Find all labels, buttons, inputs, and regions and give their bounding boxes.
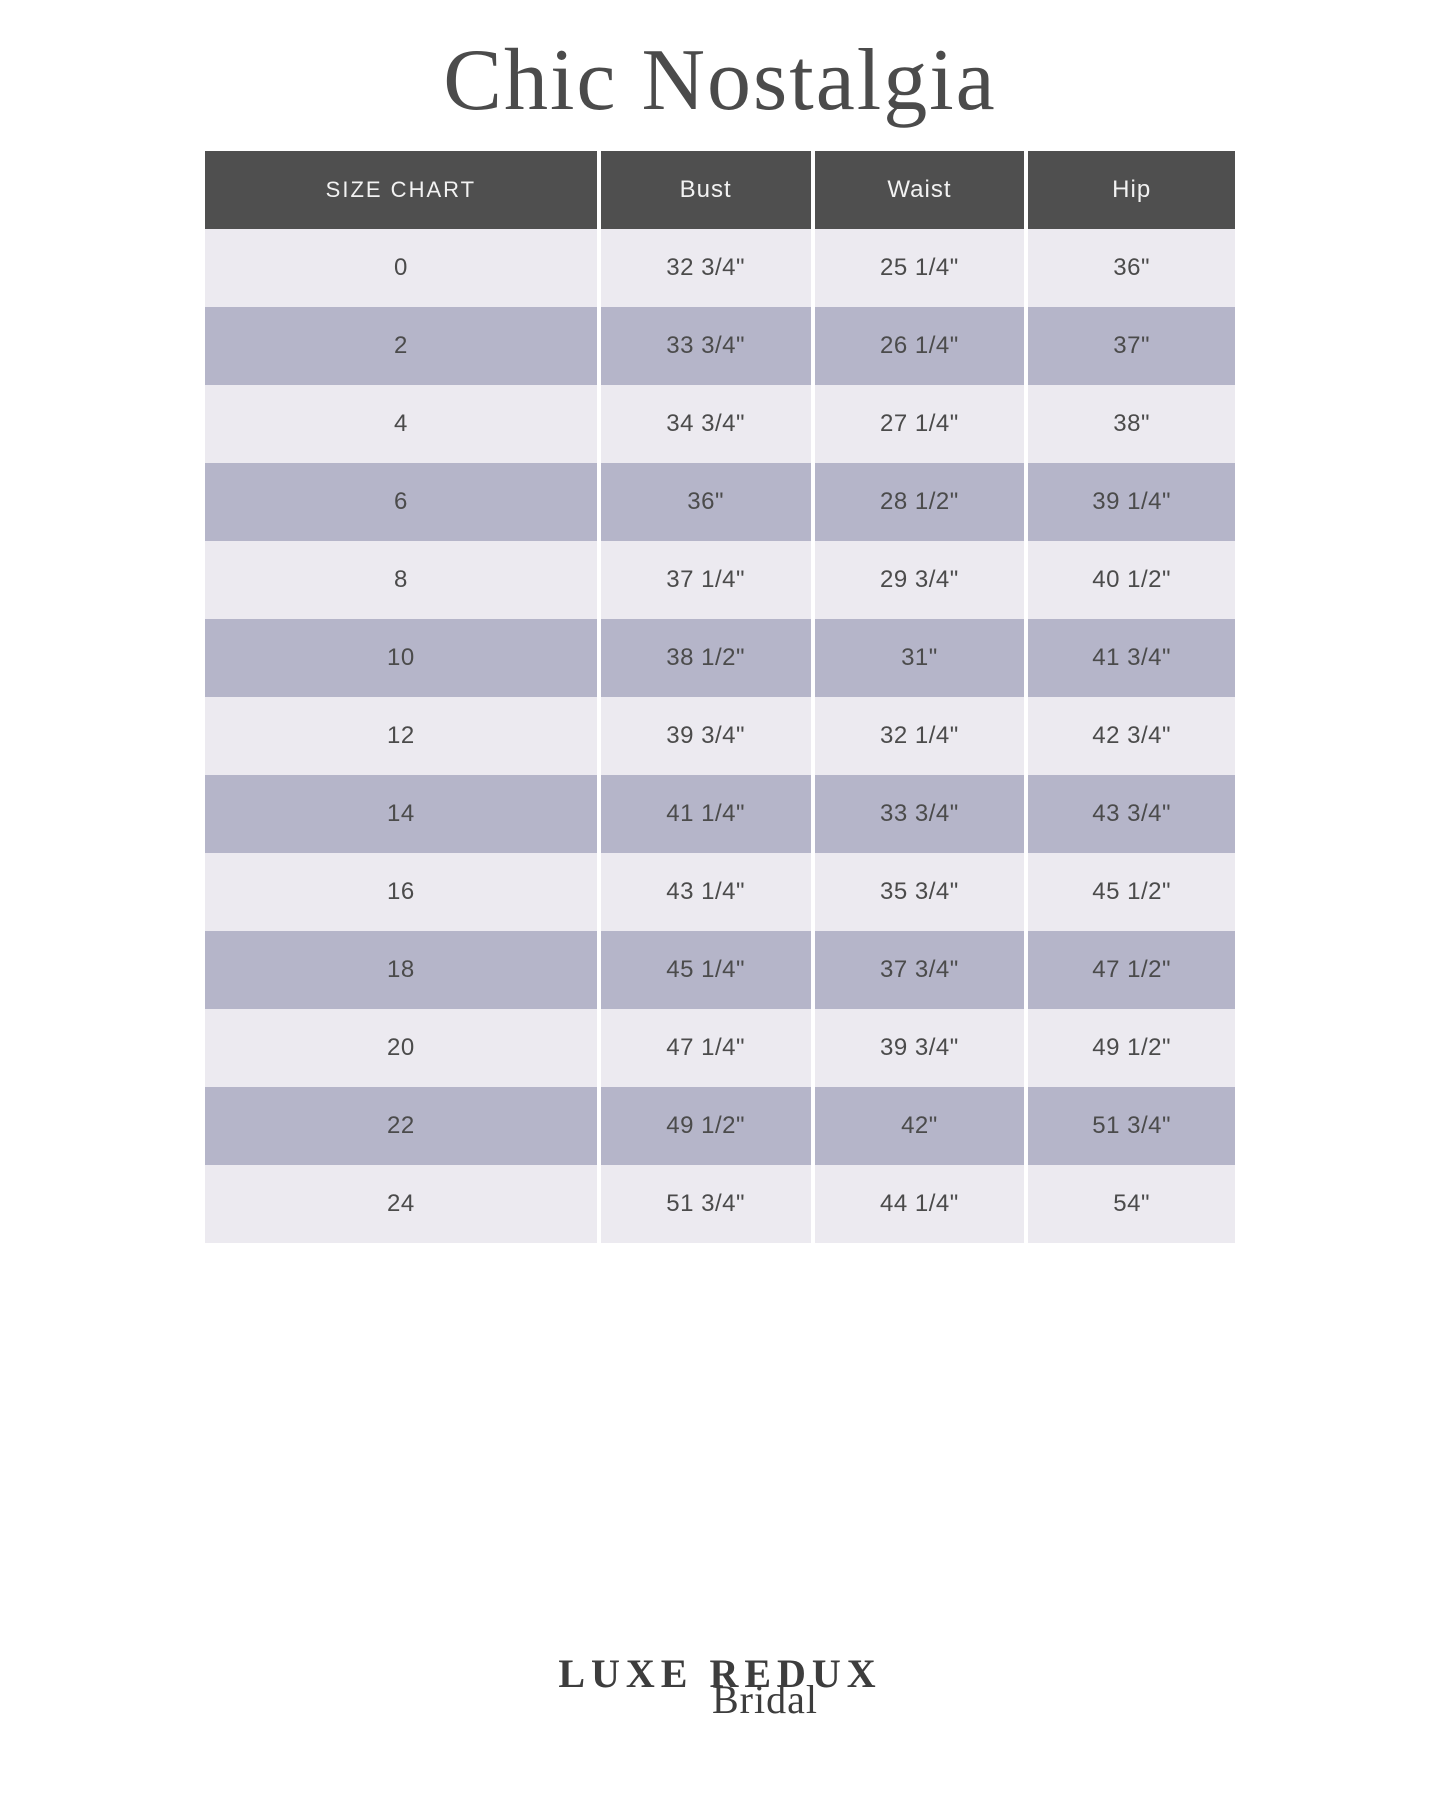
table-cell: 37" xyxy=(1026,307,1235,385)
table-body: 032 3/4"25 1/4"36"233 3/4"26 1/4"37"434 … xyxy=(205,229,1235,1243)
table-cell: 38" xyxy=(1026,385,1235,463)
table-cell: 12 xyxy=(205,697,599,775)
table-cell: 27 1/4" xyxy=(813,385,1027,463)
table-row: 1845 1/4"37 3/4"47 1/2" xyxy=(205,931,1235,1009)
table-cell: 44 1/4" xyxy=(813,1165,1027,1243)
table-row: 1643 1/4"35 3/4"45 1/2" xyxy=(205,853,1235,931)
table-cell: 26 1/4" xyxy=(813,307,1027,385)
table-row: 837 1/4"29 3/4"40 1/2" xyxy=(205,541,1235,619)
table-cell: 33 3/4" xyxy=(599,307,813,385)
table-cell: 47 1/2" xyxy=(1026,931,1235,1009)
table-cell: 37 1/4" xyxy=(599,541,813,619)
table-cell: 42" xyxy=(813,1087,1027,1165)
col-header-waist: Waist xyxy=(813,151,1027,229)
size-chart-table: SIZE CHART Bust Waist Hip 032 3/4"25 1/4… xyxy=(205,151,1235,1243)
table-cell: 36" xyxy=(1026,229,1235,307)
table-cell: 39 3/4" xyxy=(599,697,813,775)
brand-title: Chic Nostalgia xyxy=(443,30,996,131)
table-row: 233 3/4"26 1/4"37" xyxy=(205,307,1235,385)
col-header-hip: Hip xyxy=(1026,151,1235,229)
table-cell: 2 xyxy=(205,307,599,385)
table-cell: 35 3/4" xyxy=(813,853,1027,931)
table-cell: 32 1/4" xyxy=(813,697,1027,775)
table-cell: 49 1/2" xyxy=(1026,1009,1235,1087)
table-cell: 32 3/4" xyxy=(599,229,813,307)
table-cell: 47 1/4" xyxy=(599,1009,813,1087)
table-cell: 34 3/4" xyxy=(599,385,813,463)
table-cell: 4 xyxy=(205,385,599,463)
footer-logo: LUXE REDUX Bridal xyxy=(558,1654,881,1720)
table-cell: 45 1/4" xyxy=(599,931,813,1009)
table-cell: 29 3/4" xyxy=(813,541,1027,619)
table-cell: 6 xyxy=(205,463,599,541)
table-cell: 22 xyxy=(205,1087,599,1165)
table-cell: 38 1/2" xyxy=(599,619,813,697)
table-cell: 0 xyxy=(205,229,599,307)
table-cell: 51 3/4" xyxy=(599,1165,813,1243)
footer-logo-left: LUXE xyxy=(558,1651,693,1696)
table-cell: 39 1/4" xyxy=(1026,463,1235,541)
table-header: SIZE CHART Bust Waist Hip xyxy=(205,151,1235,229)
table-cell: 36" xyxy=(599,463,813,541)
table-cell: 37 3/4" xyxy=(813,931,1027,1009)
footer-logo-right: REDUX xyxy=(709,1651,881,1696)
table-row: 434 3/4"27 1/4"38" xyxy=(205,385,1235,463)
table-row: 2451 3/4"44 1/4"54" xyxy=(205,1165,1235,1243)
footer-logo-main: LUXE REDUX xyxy=(558,1654,881,1694)
table-cell: 20 xyxy=(205,1009,599,1087)
table-cell: 24 xyxy=(205,1165,599,1243)
table-cell: 39 3/4" xyxy=(813,1009,1027,1087)
table-cell: 31" xyxy=(813,619,1027,697)
table-cell: 18 xyxy=(205,931,599,1009)
table-cell: 25 1/4" xyxy=(813,229,1027,307)
table-row: 636"28 1/2"39 1/4" xyxy=(205,463,1235,541)
table-cell: 43 1/4" xyxy=(599,853,813,931)
table-cell: 8 xyxy=(205,541,599,619)
table-row: 1239 3/4"32 1/4"42 3/4" xyxy=(205,697,1235,775)
table-cell: 41 3/4" xyxy=(1026,619,1235,697)
col-header-size: SIZE CHART xyxy=(205,151,599,229)
table-row: 2249 1/2"42"51 3/4" xyxy=(205,1087,1235,1165)
page: Chic Nostalgia SIZE CHART Bust Waist Hip… xyxy=(0,0,1440,1243)
table-row: 032 3/4"25 1/4"36" xyxy=(205,229,1235,307)
table-cell: 54" xyxy=(1026,1165,1235,1243)
col-header-bust: Bust xyxy=(599,151,813,229)
table-cell: 42 3/4" xyxy=(1026,697,1235,775)
table-cell: 16 xyxy=(205,853,599,931)
table-cell: 41 1/4" xyxy=(599,775,813,853)
table-cell: 51 3/4" xyxy=(1026,1087,1235,1165)
table-row: 1038 1/2"31"41 3/4" xyxy=(205,619,1235,697)
table-cell: 14 xyxy=(205,775,599,853)
table-cell: 45 1/2" xyxy=(1026,853,1235,931)
table-cell: 49 1/2" xyxy=(599,1087,813,1165)
table-cell: 10 xyxy=(205,619,599,697)
table-cell: 43 3/4" xyxy=(1026,775,1235,853)
table-row: 2047 1/4"39 3/4"49 1/2" xyxy=(205,1009,1235,1087)
table-row: 1441 1/4"33 3/4"43 3/4" xyxy=(205,775,1235,853)
table-cell: 33 3/4" xyxy=(813,775,1027,853)
table-cell: 40 1/2" xyxy=(1026,541,1235,619)
table-cell: 28 1/2" xyxy=(813,463,1027,541)
